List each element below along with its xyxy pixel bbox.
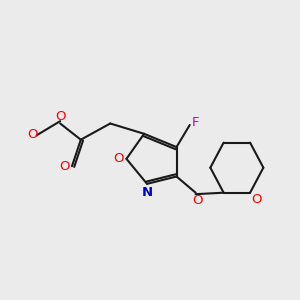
Text: F: F (191, 116, 199, 128)
Text: O: O (251, 193, 262, 206)
Text: O: O (59, 160, 69, 173)
Text: O: O (113, 152, 124, 165)
Text: O: O (27, 128, 38, 141)
Text: O: O (55, 110, 65, 123)
Text: O: O (192, 194, 202, 207)
Text: N: N (142, 186, 153, 199)
